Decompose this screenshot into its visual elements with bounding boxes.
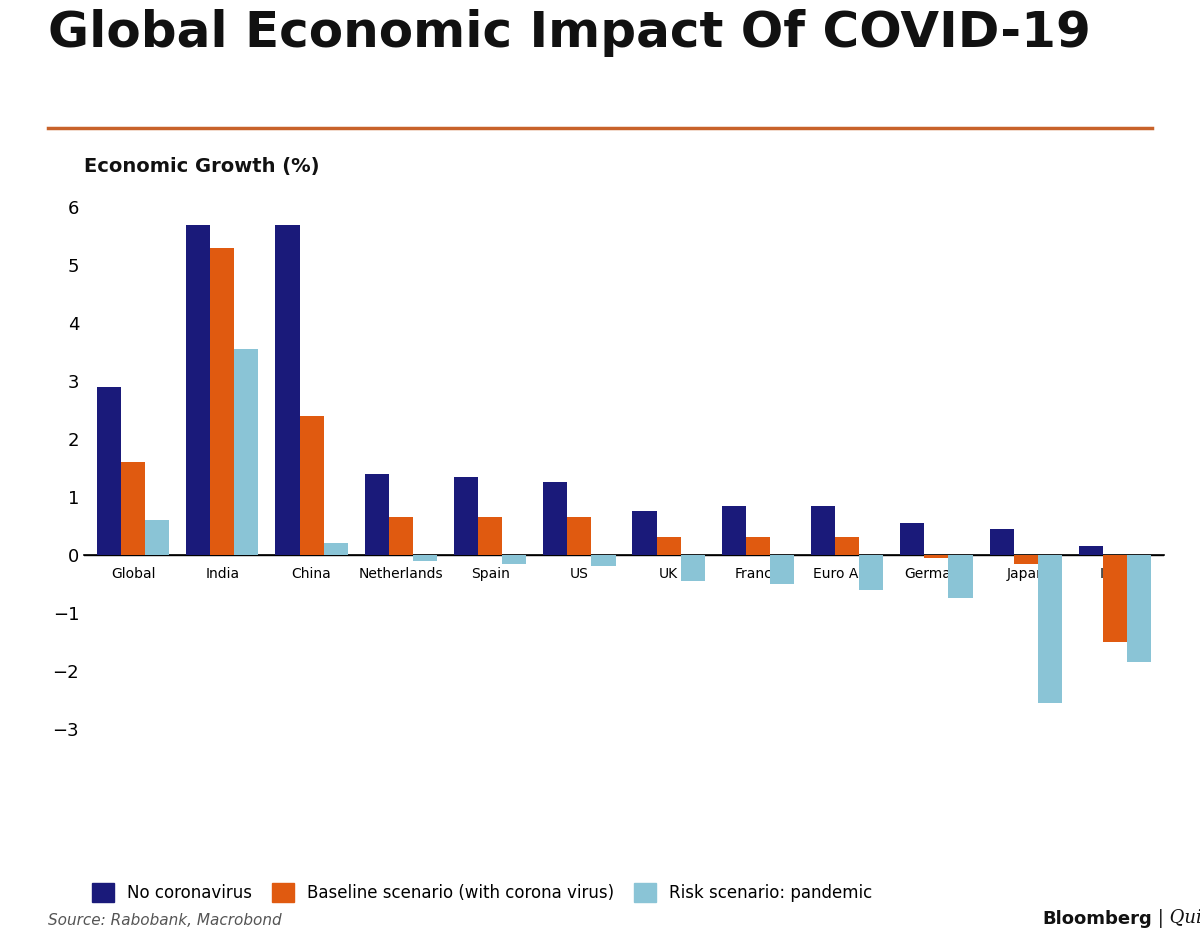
Bar (924, 555, 948, 558)
Bar (1038, 555, 1062, 702)
Bar (186, 225, 210, 555)
Bar (121, 462, 145, 555)
Bar (389, 517, 413, 555)
Bar (1127, 555, 1151, 662)
Bar (502, 555, 527, 564)
Bar (300, 416, 324, 555)
Bar (478, 517, 502, 555)
Bar (948, 555, 972, 598)
Bar (811, 506, 835, 555)
Bar (413, 555, 437, 561)
Bar (544, 482, 568, 555)
Text: Economic Growth (%): Economic Growth (%) (84, 157, 319, 176)
Bar (1103, 555, 1127, 642)
Bar (454, 476, 478, 555)
Bar (680, 555, 704, 581)
Bar (656, 537, 680, 555)
Bar (632, 512, 656, 555)
Bar (835, 537, 859, 555)
Bar (234, 349, 258, 555)
Text: Global Economic Impact Of COVID-19: Global Economic Impact Of COVID-19 (48, 9, 1091, 58)
Bar (365, 474, 389, 555)
Bar (324, 543, 348, 555)
Text: Source: Rabobank, Macrobond: Source: Rabobank, Macrobond (48, 913, 282, 928)
Bar (97, 387, 121, 555)
Bar (210, 248, 234, 555)
Bar (859, 555, 883, 589)
Bar (721, 506, 746, 555)
Bar (1079, 546, 1103, 555)
Legend: No coronavirus, Baseline scenario (with corona virus), Risk scenario: pandemic: No coronavirus, Baseline scenario (with … (92, 884, 872, 902)
Bar (568, 517, 592, 555)
Bar (145, 520, 169, 555)
Text: | Quint: | Quint (1152, 909, 1200, 928)
Bar (770, 555, 794, 584)
Bar (900, 523, 924, 555)
Bar (1014, 555, 1038, 564)
Text: Bloomberg: Bloomberg (1043, 910, 1152, 928)
Bar (990, 529, 1014, 555)
Bar (746, 537, 770, 555)
Bar (592, 555, 616, 567)
Bar (276, 225, 300, 555)
